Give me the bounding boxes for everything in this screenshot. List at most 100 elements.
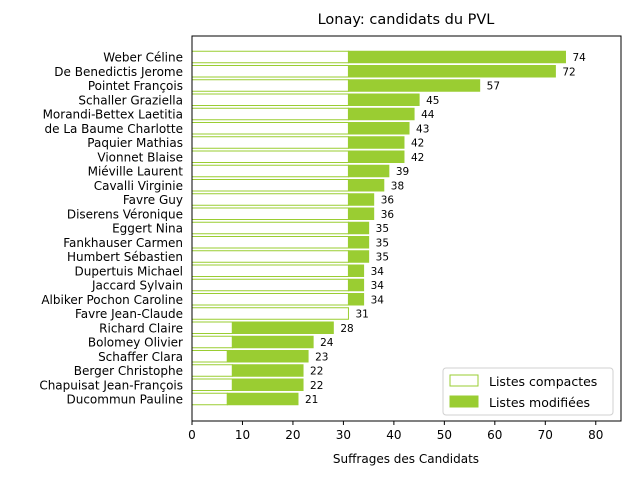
data-label: 22 [310,366,323,378]
bar-compactes-albiker-pochon-caroline [191,293,349,306]
plot-frame [191,35,622,422]
bar-compactes-dupertuis-michael [191,264,349,277]
legend-label-compactes: Listes compactes [489,374,597,389]
bars-group [191,50,566,406]
category-label: Favre Jean-Claude [75,307,183,321]
bar-compactes-jaccard-sylvain [191,278,349,292]
x-tick-label: 80 [588,428,603,442]
category-label: Paquier Mathias [87,136,183,150]
data-label: 45 [426,95,439,107]
bar-modifiees-vionnet-blaise [347,150,405,163]
bar-compactes-schaffer-clara [191,350,228,363]
bar-modifiees-weber-celine [347,50,566,64]
bar-compactes-favre-jean-claude [191,307,349,320]
category-label: De Benedictis Jerome [54,65,183,79]
bar-modifiees-albiker-pochon-caroline [347,293,365,306]
data-label: 21 [305,394,318,406]
bar-compactes-vionnet-blaise [191,150,349,163]
data-label: 22 [310,380,323,392]
data-label: 24 [320,337,334,349]
data-label: 38 [391,180,404,192]
bar-modifiees-fankhauser-carmen [347,236,370,249]
legend-swatch-modifiees [449,395,479,408]
data-label: 35 [376,237,389,249]
bar-modifiees-diserens-veronique [347,207,375,220]
category-label: Vionnet Blaise [97,150,183,164]
bar-modifiees-cavalli-virginie [347,179,385,192]
bar-compactes-weber-celine [191,50,349,64]
bar-modifiees-ducommun-pauline [226,392,299,406]
category-label: Miéville Laurent [88,165,184,179]
data-label: 34 [371,294,385,306]
data-label: 44 [421,109,435,121]
data-label: 36 [381,195,395,207]
data-label: 34 [371,266,385,278]
x-tick-label: 10 [235,428,250,442]
category-label: Fankhauser Carmen [63,236,183,250]
bar-compactes-humbert-sebastien [191,250,349,263]
bar-modifiees-eggert-nina [347,221,370,235]
legend-label-modifiees: Listes modifiées [489,395,590,410]
bar-compactes-de-la-baume-charlotte [191,122,349,135]
data-label: 43 [416,123,429,135]
bar-compactes-morandi-bettex-laetitia [191,107,349,121]
x-tick-label: 20 [285,428,300,442]
bar-modifiees-schaffer-clara [226,350,309,363]
x-tick-label: 70 [538,428,553,442]
bar-compactes-mieville-laurent [191,164,349,178]
legend: Listes compactes Listes modifiées [442,367,614,416]
category-label: Dupertuis Michael [75,264,183,278]
bar-compactes-berger-christophe [191,364,233,377]
x-tick-label: 40 [386,428,401,442]
x-axis-ticks: 0 10 20 30 40 50 60 70 80 [188,421,603,442]
data-labels: 7472574544434242393836363535353434343128… [305,52,586,406]
bar-compactes-schaller-graziella [191,93,349,106]
bar-modifiees-pointet-francois [347,79,481,92]
data-label: 39 [396,166,409,178]
bar-modifiees-humbert-sebastien [347,250,370,263]
bar-modifiees-morandi-bettex-laetitia [347,107,415,121]
bar-compactes-diserens-veronique [191,207,349,220]
bar-modifiees-dupertuis-michael [347,264,365,277]
category-label: Weber Céline [103,51,183,65]
bar-modifiees-mieville-laurent [347,164,390,178]
data-label: 31 [355,309,368,321]
bar-compactes-fankhauser-carmen [191,236,349,249]
bar-modifiees-de-benedictis-jerome [347,65,556,78]
bar-modifiees-berger-christophe [231,364,304,377]
category-label: de La Baume Charlotte [45,122,184,136]
bar-modifiees-paquier-mathias [347,136,405,149]
bar-compactes-ducommun-pauline [191,392,228,406]
x-axis-label: Suffrages des Candidats [333,452,479,466]
data-label: 42 [411,138,424,150]
bar-compactes-de-benedictis-jerome [191,65,349,78]
category-label: Jaccard Sylvain [91,279,183,293]
bar-modifiees-jaccard-sylvain [347,278,365,292]
category-label: Bolomey Olivier [88,336,183,350]
bar-compactes-paquier-mathias [191,136,349,149]
x-tick-label: 60 [487,428,502,442]
bar-compactes-richard-claire [191,321,233,334]
bar-compactes-chapuisat-jean-francois [191,378,233,391]
bar-compactes-pointet-francois [191,79,349,92]
data-label: 36 [381,209,395,221]
bar-modifiees-favre-guy [347,193,375,206]
bar-compactes-bolomey-olivier [191,335,233,349]
data-label: 74 [572,52,586,64]
x-tick-label: 0 [188,428,196,442]
bar-compactes-cavalli-virginie [191,179,349,192]
bar-modifiees-bolomey-olivier [231,335,314,349]
category-label: Schaller Graziella [78,93,183,107]
data-label: 35 [376,252,389,264]
x-tick-label: 50 [437,428,452,442]
data-label: 42 [411,152,424,164]
category-label: Diserens Véronique [67,207,183,221]
category-label: Richard Claire [99,321,183,335]
data-label: 35 [376,223,389,235]
category-label: Morandi-Bettex Laetitia [43,108,183,122]
category-label: Chapuisat Jean-François [39,378,183,392]
bar-modifiees-chapuisat-jean-francois [231,378,304,391]
category-label: Humbert Sébastien [67,250,183,264]
legend-box [442,367,614,416]
